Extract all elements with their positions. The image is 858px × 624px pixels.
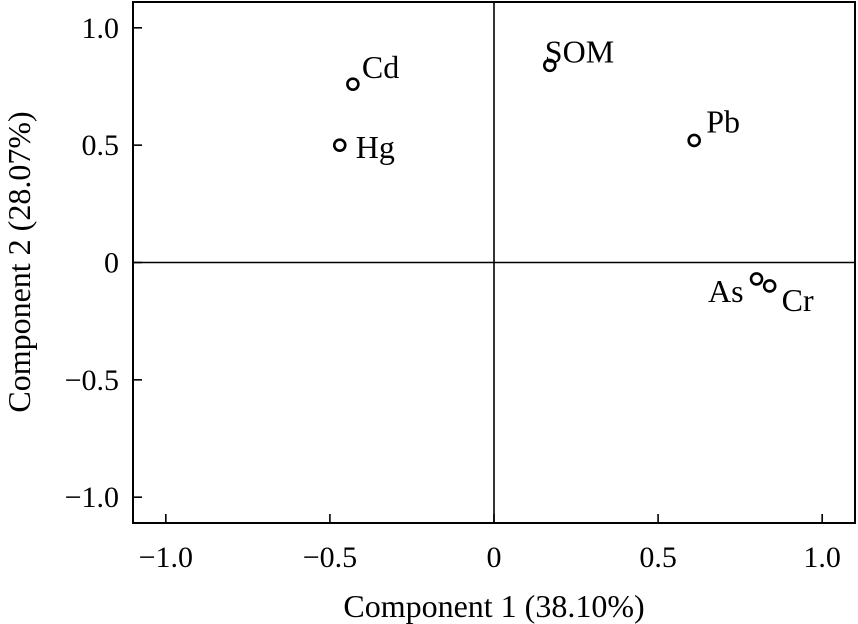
data-point-som [542, 58, 557, 73]
y-tick-label: 1.0 [82, 12, 120, 45]
y-tick-label: 0 [104, 247, 119, 280]
x-tick-label: 1.0 [803, 541, 841, 574]
point-label-som: SOM [545, 33, 614, 69]
x-axis-title: Component 1 (38.10%) [343, 588, 644, 624]
y-tick-label: 0.5 [82, 129, 120, 162]
data-point-pb [687, 133, 701, 148]
data-point-as [749, 272, 764, 286]
x-axis-ticks: −1.0 −0.5 0 0.5 1.0 [139, 514, 841, 574]
y-axis-ticks: 1.0 0.5 0 −0.5 −1.0 [65, 12, 142, 514]
point-label-cd: Cd [362, 49, 399, 85]
x-tick-label: −1.0 [139, 541, 193, 574]
point-label-hg: Hg [356, 129, 395, 165]
y-tick-label: −0.5 [65, 364, 119, 397]
point-label-as: As [708, 273, 744, 309]
x-tick-label: 0 [487, 541, 502, 574]
x-tick-label: −0.5 [303, 541, 357, 574]
x-tick-label: 0.5 [639, 541, 677, 574]
data-point-cd [346, 77, 360, 91]
point-label-pb: Pb [706, 103, 740, 139]
y-axis-title: Component 2 (28.07%) [1, 111, 37, 412]
point-label-cr: Cr [782, 282, 814, 318]
y-tick-label: −1.0 [65, 481, 119, 514]
data-point-cr [762, 279, 777, 293]
data-point-hg [332, 138, 347, 152]
data-points: Cd Hg SOM Pb As Cr [332, 33, 814, 318]
